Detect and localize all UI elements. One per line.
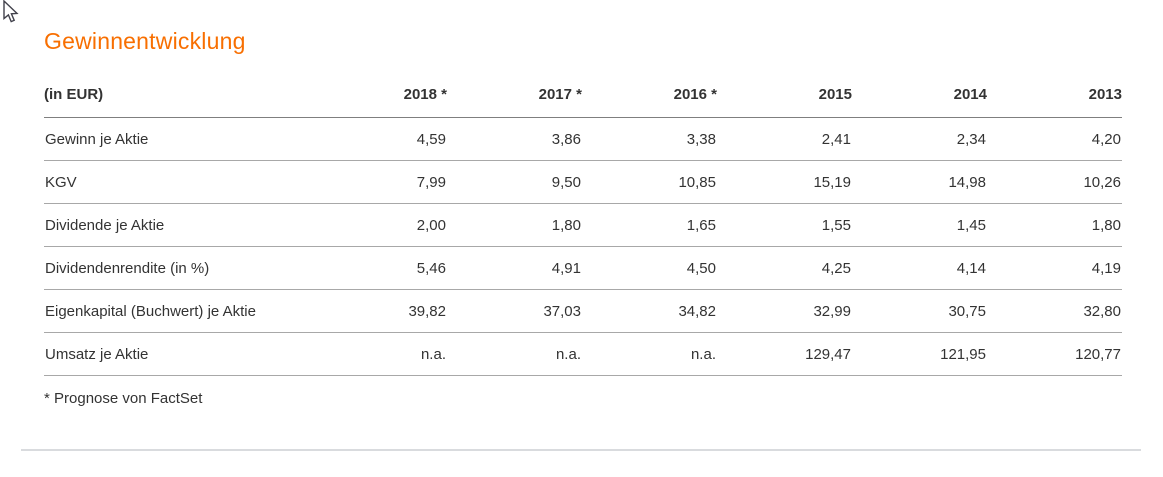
year-column-header: 2013 xyxy=(987,86,1122,118)
value-cell: n.a. xyxy=(447,332,582,376)
value-cell: 1,80 xyxy=(447,203,582,247)
bottom-divider xyxy=(21,449,1141,451)
value-cell: 4,59 xyxy=(312,117,447,161)
table-row: Gewinn je Aktie 4,59 3,86 3,38 2,41 2,34 4,20 xyxy=(44,117,1122,161)
table-row: Umsatz je Aktie n.a. n.a. n.a. 129,47 121,95 1… xyxy=(44,332,1122,376)
value-cell: 37,03 xyxy=(447,289,582,333)
row-label: Dividendenrendite (in %) xyxy=(44,246,312,290)
footnote: * Prognose von FactSet xyxy=(44,390,203,407)
value-cell: 121,95 xyxy=(852,332,987,376)
value-cell: 4,20 xyxy=(987,117,1122,161)
cursor-icon xyxy=(3,0,19,23)
year-column-header: 2015 xyxy=(717,86,852,118)
content-area: Gewinnentwicklung (in EUR) 2018 * 2017 * 2… xyxy=(44,28,1125,407)
row-label: Umsatz je Aktie xyxy=(44,332,312,376)
value-cell: 4,50 xyxy=(582,246,717,290)
value-cell: 30,75 xyxy=(852,289,987,333)
value-cell: 9,50 xyxy=(447,160,582,204)
year-column-header: 2017 * xyxy=(447,86,582,118)
value-cell: 32,80 xyxy=(987,289,1122,333)
value-cell: 2,41 xyxy=(717,117,852,161)
table-body: Gewinn je Aktie 4,59 3,86 3,38 2,41 2,34 4,20 K… xyxy=(44,117,1122,376)
value-cell: 3,86 xyxy=(447,117,582,161)
table-row: Dividende je Aktie 2,00 1,80 1,65 1,55 1,45 1,… xyxy=(44,203,1122,247)
value-cell: 1,45 xyxy=(852,203,987,247)
value-cell: 4,91 xyxy=(447,246,582,290)
value-cell: 1,65 xyxy=(582,203,717,247)
value-cell: 14,98 xyxy=(852,160,987,204)
value-cell: 1,55 xyxy=(717,203,852,247)
value-cell: 4,14 xyxy=(852,246,987,290)
row-label: Eigenkapital (Buchwert) je Aktie xyxy=(44,289,312,333)
year-column-header: 2014 xyxy=(852,86,987,118)
value-cell: 34,82 xyxy=(582,289,717,333)
value-cell: 129,47 xyxy=(717,332,852,376)
table-row: KGV 7,99 9,50 10,85 15,19 14,98 10,26 xyxy=(44,160,1122,204)
row-label: KGV xyxy=(44,160,312,204)
value-cell: 39,82 xyxy=(312,289,447,333)
table-row: Eigenkapital (Buchwert) je Aktie 39,82 37,… xyxy=(44,289,1122,333)
value-cell: 10,85 xyxy=(582,160,717,204)
value-cell: n.a. xyxy=(312,332,447,376)
value-cell: 3,38 xyxy=(582,117,717,161)
value-cell: 32,99 xyxy=(717,289,852,333)
row-label: Dividende je Aktie xyxy=(44,203,312,247)
page-title: Gewinnentwicklung xyxy=(44,28,246,54)
value-cell: 120,77 xyxy=(987,332,1122,376)
value-cell: 7,99 xyxy=(312,160,447,204)
table-header-row: (in EUR) 2018 * 2017 * 2016 * 2015 2014 2013 xyxy=(44,86,1122,118)
value-cell: 2,34 xyxy=(852,117,987,161)
year-column-header: 2016 * xyxy=(582,86,717,118)
unit-label-header: (in EUR) xyxy=(44,86,312,118)
value-cell: 10,26 xyxy=(987,160,1122,204)
value-cell: 4,25 xyxy=(717,246,852,290)
row-label: Gewinn je Aktie xyxy=(44,117,312,161)
table-row: Dividendenrendite (in %) 5,46 4,91 4,50 4,25… xyxy=(44,246,1122,290)
value-cell: 4,19 xyxy=(987,246,1122,290)
value-cell: 1,80 xyxy=(987,203,1122,247)
value-cell: 15,19 xyxy=(717,160,852,204)
value-cell: n.a. xyxy=(582,332,717,376)
table-header: (in EUR) 2018 * 2017 * 2016 * 2015 2014 2013 xyxy=(44,86,1122,118)
value-cell: 5,46 xyxy=(312,246,447,290)
financial-table: (in EUR) 2018 * 2017 * 2016 * 2015 2014 2013 … xyxy=(44,86,1122,376)
value-cell: 2,00 xyxy=(312,203,447,247)
year-column-header: 2018 * xyxy=(312,86,447,118)
